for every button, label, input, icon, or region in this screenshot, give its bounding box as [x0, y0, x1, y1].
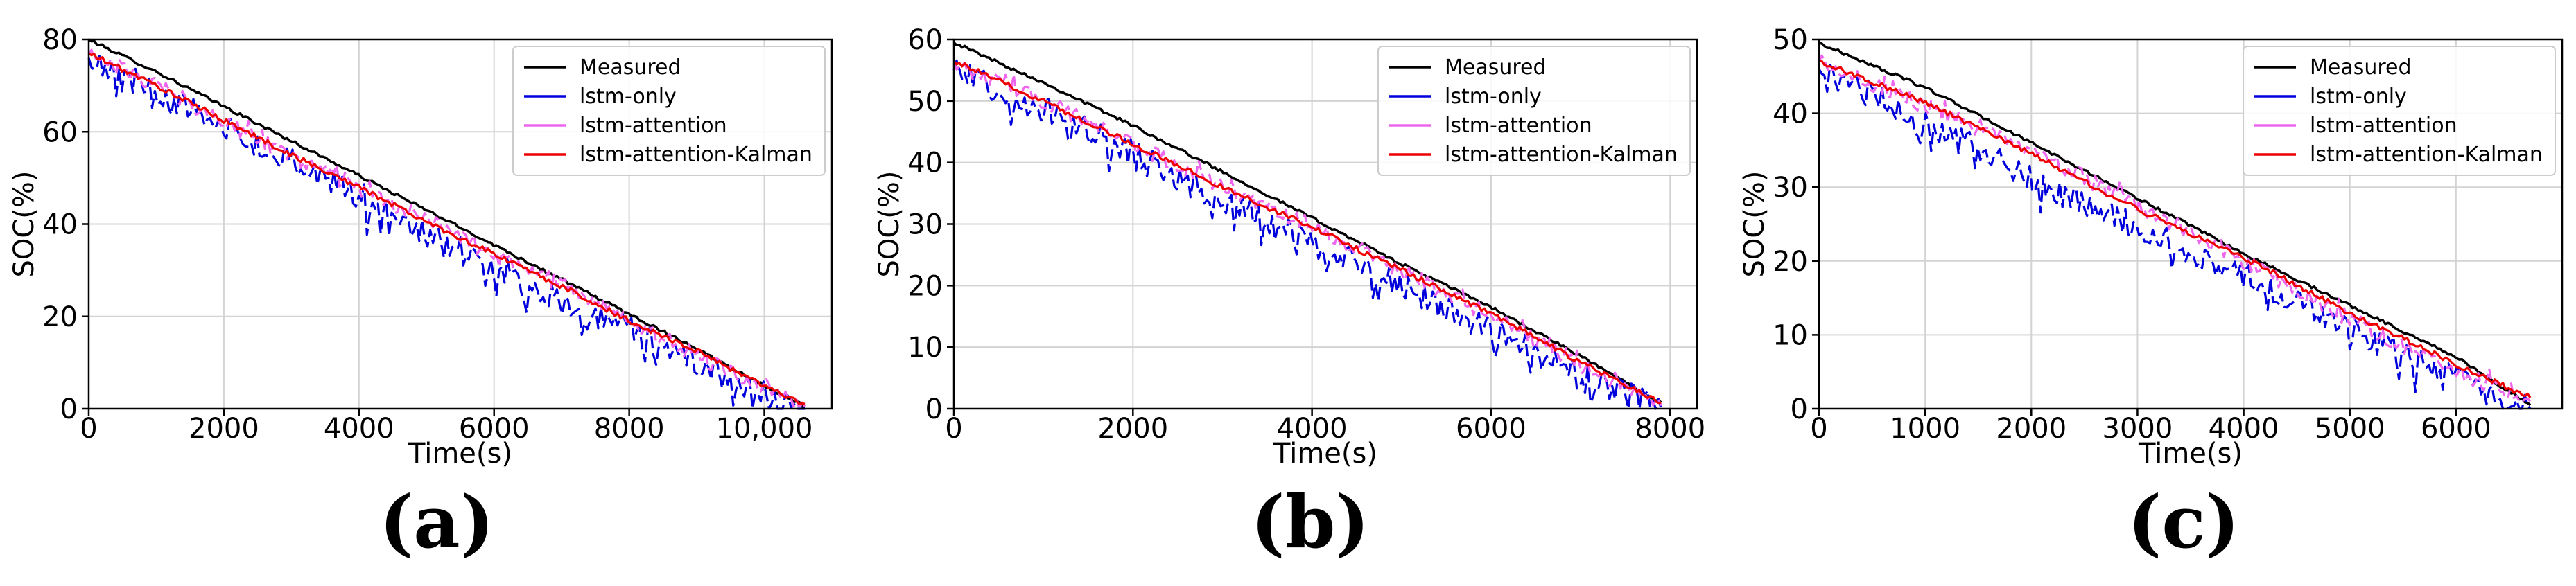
- legend-box: [1377, 46, 1691, 176]
- series-line-Measured: [952, 42, 1662, 404]
- y-tick-label: 50: [907, 86, 943, 118]
- legend-label: lstm-only: [2310, 85, 2407, 109]
- legend: Measured lstm-only lstm-attention lstm-atte…: [2243, 46, 2556, 176]
- series-line-lstm-attention-Kalman: [1818, 60, 2532, 398]
- y-tick-label: 50: [1773, 24, 1808, 56]
- y-tick-label: 30: [907, 209, 943, 241]
- y-axis-label: SOC(%): [1739, 170, 1770, 277]
- series-line-Measured: [1818, 42, 2532, 407]
- x-tick-label: 6000: [1456, 413, 1526, 445]
- y-tick-label: 0: [1791, 393, 1808, 425]
- chart-panel-2: 0 2000 4000 6000 8000 0 10 20 30 40 50 60 Time(s) SOC…: [873, 24, 1705, 565]
- y-axis-label: SOC(%): [873, 170, 905, 277]
- y-tick-label: 40: [42, 209, 78, 241]
- y-tick-label: 20: [1773, 246, 1808, 278]
- y-tick-label: 20: [907, 270, 943, 302]
- series-line-lstm-only: [87, 52, 805, 410]
- x-tick-label: 2000: [1996, 413, 2066, 445]
- axes-frame: [1818, 38, 2564, 410]
- x-tick-label: 3000: [2103, 413, 2173, 445]
- x-tick-label: 8000: [594, 413, 665, 445]
- y-tick-label: 80: [42, 24, 78, 56]
- legend-label: lstm-only: [1445, 85, 1542, 109]
- y-tick-label: 40: [907, 148, 943, 179]
- series-line-lstm-attention: [87, 48, 806, 410]
- legend-label: lstm-attention: [1445, 114, 1592, 138]
- x-tick-label: 2000: [1097, 413, 1168, 445]
- legend: Measured lstm-only lstm-attention lstm-atte…: [1377, 46, 1691, 176]
- x-axis-label: Time(s): [2138, 438, 2243, 470]
- x-tick-label: 1000: [1890, 413, 1960, 445]
- legend-label: lstm-attention: [580, 114, 727, 138]
- x-tick-label: 6000: [2421, 413, 2491, 445]
- panel-label: (c): [2127, 479, 2240, 565]
- x-tick-label: 0: [80, 413, 97, 445]
- legend-label: lstm-attention: [2310, 114, 2457, 138]
- legend-label: lstm-attention-Kalman: [2310, 143, 2543, 167]
- legend-label: lstm-only: [580, 85, 677, 109]
- x-tick-label: 4000: [1277, 413, 1348, 445]
- panel-label: (a): [379, 479, 494, 565]
- legend-box: [512, 46, 826, 176]
- y-tick-label: 0: [925, 393, 943, 425]
- y-tick-label: 40: [1773, 98, 1808, 130]
- x-axis-label: Time(s): [408, 438, 512, 470]
- legend-label: lstm-attention-Kalman: [1445, 143, 1678, 167]
- x-tick-label: 4000: [324, 413, 394, 445]
- y-tick-label: 20: [42, 301, 78, 333]
- x-tick-label: 4000: [2209, 413, 2279, 445]
- y-axis-label: SOC(%): [8, 170, 40, 277]
- y-tick-label: 60: [42, 116, 78, 148]
- y-tick-label: 10: [907, 332, 943, 364]
- series-line-lstm-only: [952, 59, 1662, 410]
- y-tick-label: 10: [1773, 319, 1808, 351]
- series-line-lstm-attention-Kalman: [952, 60, 1662, 405]
- legend-label: Measured: [580, 55, 681, 80]
- legend-label: Measured: [2310, 55, 2412, 80]
- series-line-lstm-attention: [952, 62, 1662, 407]
- x-tick-label: 10,000: [716, 413, 813, 445]
- legend: Measured lstm-only lstm-attention lstm-atte…: [512, 46, 826, 176]
- y-tick-label: 30: [1773, 172, 1808, 204]
- x-tick-label: 6000: [459, 413, 530, 445]
- chart-panel-1: 0 2000 4000 6000 8000 10,000 0 20 40 60 80 Time(s) S…: [8, 24, 833, 565]
- series-line-lstm-attention-Kalman: [88, 52, 806, 405]
- panel-label: (b): [1251, 479, 1369, 565]
- legend-box: [2243, 46, 2556, 176]
- legend-label: Measured: [1445, 55, 1547, 80]
- x-tick-label: 2000: [189, 413, 259, 445]
- y-tick-label: 60: [907, 24, 943, 56]
- x-axis-label: Time(s): [1273, 438, 1377, 470]
- x-tick-label: 8000: [1635, 413, 1705, 445]
- y-tick-label: 0: [60, 393, 78, 425]
- x-tick-label: 0: [1810, 413, 1827, 445]
- series-line-Measured: [88, 38, 806, 408]
- x-tick-label: 5000: [2315, 413, 2385, 445]
- chart-panel-3: 0 1000 2000 3000 4000 5000 6000 0 10 20 30 40 50 Time…: [1739, 24, 2564, 565]
- legend-label: lstm-attention-Kalman: [580, 143, 812, 167]
- x-tick-label: 0: [945, 413, 962, 445]
